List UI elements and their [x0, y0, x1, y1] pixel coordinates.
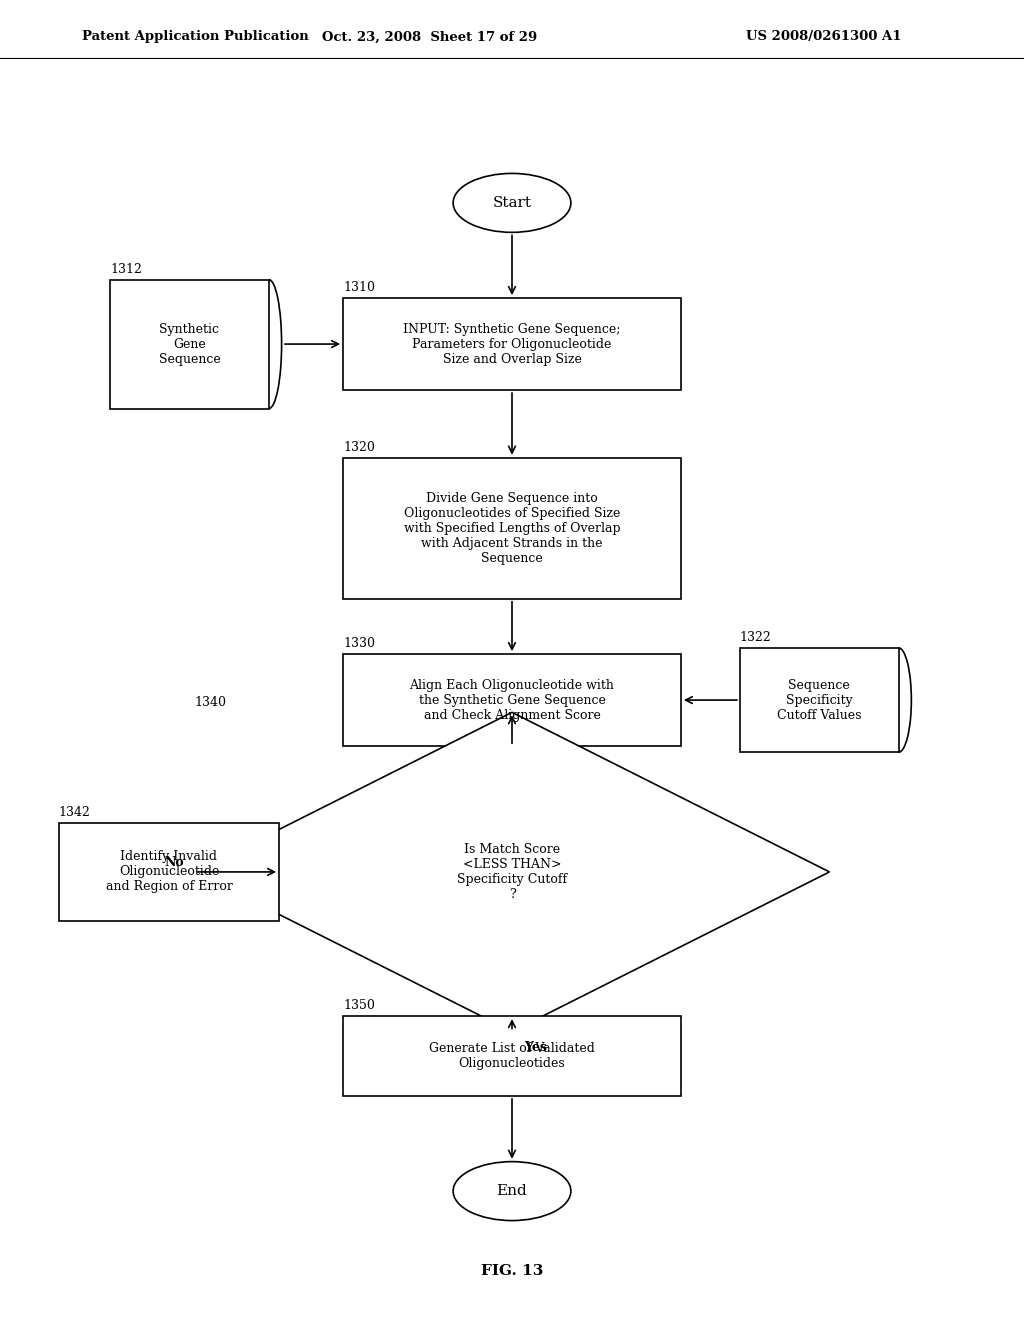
Ellipse shape	[453, 1162, 571, 1221]
Text: Generate List of Validated
Oligonucleotides: Generate List of Validated Oligonucleoti…	[429, 1041, 595, 1071]
Text: Oct. 23, 2008  Sheet 17 of 29: Oct. 23, 2008 Sheet 17 of 29	[323, 30, 538, 44]
FancyBboxPatch shape	[343, 653, 681, 746]
Ellipse shape	[453, 173, 571, 232]
Text: Is Match Score
<LESS THAN>
Specificity Cutoff
?: Is Match Score <LESS THAN> Specificity C…	[457, 843, 567, 902]
Text: 1342: 1342	[59, 807, 91, 820]
Text: INPUT: Synthetic Gene Sequence;
Parameters for Oligonucleotide
Size and Overlap : INPUT: Synthetic Gene Sequence; Paramete…	[403, 322, 621, 366]
Text: 1312: 1312	[111, 263, 142, 276]
Polygon shape	[195, 713, 829, 1031]
Text: 1340: 1340	[195, 696, 226, 709]
Text: Yes: Yes	[524, 1041, 547, 1055]
Text: End: End	[497, 1184, 527, 1199]
FancyBboxPatch shape	[59, 822, 279, 921]
Text: Patent Application Publication: Patent Application Publication	[82, 30, 308, 44]
Text: Sequence
Specificity
Cutoff Values: Sequence Specificity Cutoff Values	[777, 678, 861, 722]
Text: 1322: 1322	[739, 631, 772, 644]
Text: Divide Gene Sequence into
Oligonucleotides of Specified Size
with Specified Leng: Divide Gene Sequence into Oligonucleotid…	[403, 491, 621, 565]
Text: Identify Invalid
Oligonucleotide
and Region of Error: Identify Invalid Oligonucleotide and Reg…	[105, 850, 232, 894]
FancyBboxPatch shape	[739, 648, 899, 752]
FancyBboxPatch shape	[343, 1016, 681, 1096]
Text: 1320: 1320	[343, 441, 375, 454]
FancyBboxPatch shape	[343, 298, 681, 391]
Text: 1310: 1310	[343, 281, 375, 294]
Text: Synthetic
Gene
Sequence: Synthetic Gene Sequence	[159, 322, 220, 366]
Text: FIG. 13: FIG. 13	[481, 1263, 543, 1278]
Text: No: No	[165, 855, 184, 869]
FancyBboxPatch shape	[343, 458, 681, 599]
Text: US 2008/0261300 A1: US 2008/0261300 A1	[745, 30, 901, 44]
Text: 1350: 1350	[343, 999, 375, 1012]
Text: Align Each Oligonucleotide with
the Synthetic Gene Sequence
and Check Alignment : Align Each Oligonucleotide with the Synt…	[410, 678, 614, 722]
FancyBboxPatch shape	[111, 280, 268, 408]
Text: Start: Start	[493, 195, 531, 210]
Text: 1330: 1330	[343, 638, 375, 651]
